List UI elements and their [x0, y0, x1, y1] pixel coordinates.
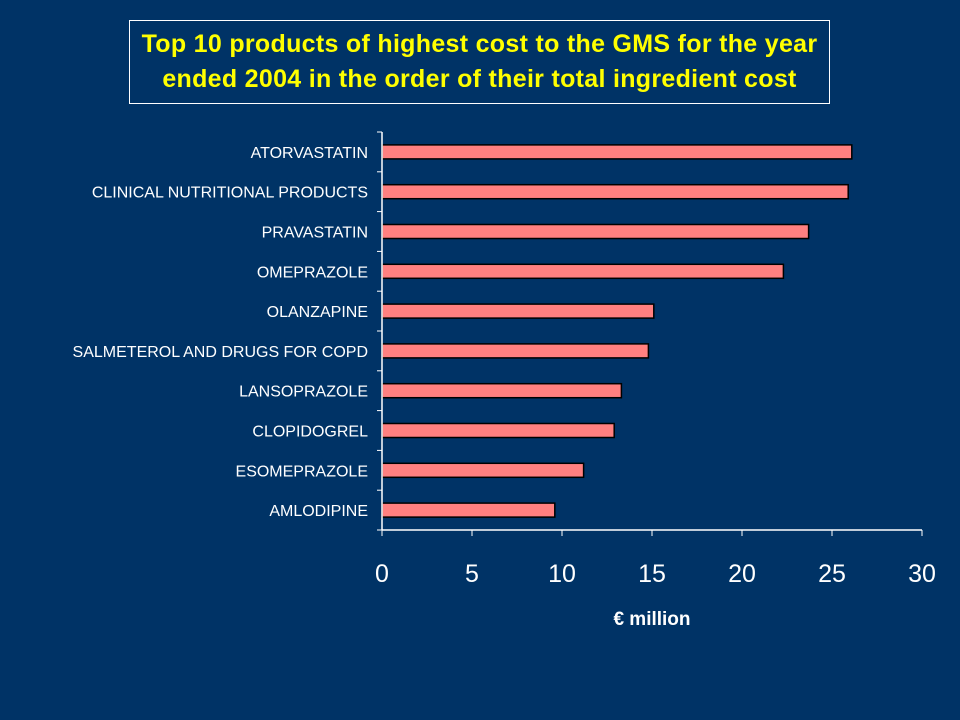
x-tick-label: 0 — [375, 560, 389, 588]
bar-lansoprazole — [381, 382, 623, 399]
category-label: OMEPRAZOLE — [257, 264, 368, 281]
x-tick-label: 25 — [818, 560, 846, 588]
bar-clopidogrel — [381, 422, 615, 439]
bars-group — [381, 144, 853, 518]
x-tick-label: 20 — [728, 560, 756, 588]
category-label: ESOMEPRAZOLE — [236, 463, 368, 480]
category-label: CLINICAL NUTRITIONAL PRODUCTS — [92, 185, 368, 202]
bar-olanzapine — [381, 303, 655, 319]
category-label: PRAVASTATIN — [262, 225, 368, 242]
x-tick-label: 30 — [908, 560, 936, 588]
chart-title-line-2: ended 2004 in the order of their total i… — [162, 65, 797, 93]
category-labels-group: ATORVASTATIN CLINICAL NUTRITIONAL PRODUCT… — [73, 145, 369, 520]
x-axis-title: € million — [613, 609, 690, 630]
category-label: LANSOPRAZOLE — [239, 384, 368, 401]
bar-omeprazole — [381, 263, 785, 280]
category-label: SALMETEROL AND DRUGS FOR COPD — [73, 344, 368, 361]
category-label: CLOPIDOGREL — [252, 424, 368, 441]
chart-title-box: Top 10 products of highest cost to the G… — [129, 20, 830, 104]
axes-group — [377, 131, 923, 536]
bar-clinical-nutritional-products — [381, 183, 849, 200]
x-tick-label: 5 — [465, 560, 479, 588]
category-label: OLANZAPINE — [267, 304, 368, 321]
tick-labels-group: 0 5 10 15 20 25 30 — [375, 560, 936, 588]
x-tick-label: 10 — [548, 560, 576, 588]
bar-pravastatin — [381, 223, 810, 240]
category-label: AMLODIPINE — [269, 503, 368, 520]
bar-salmeterol-and-drugs-for-copd — [381, 343, 650, 359]
bar-amlodipine — [381, 502, 556, 518]
bar-esomeprazole — [381, 462, 585, 479]
category-label: ATORVASTATIN — [251, 145, 368, 162]
x-tick-label: 15 — [638, 560, 666, 588]
bar-atorvastatin — [381, 144, 853, 160]
chart-title-line-1: Top 10 products of highest cost to the G… — [141, 30, 818, 58]
